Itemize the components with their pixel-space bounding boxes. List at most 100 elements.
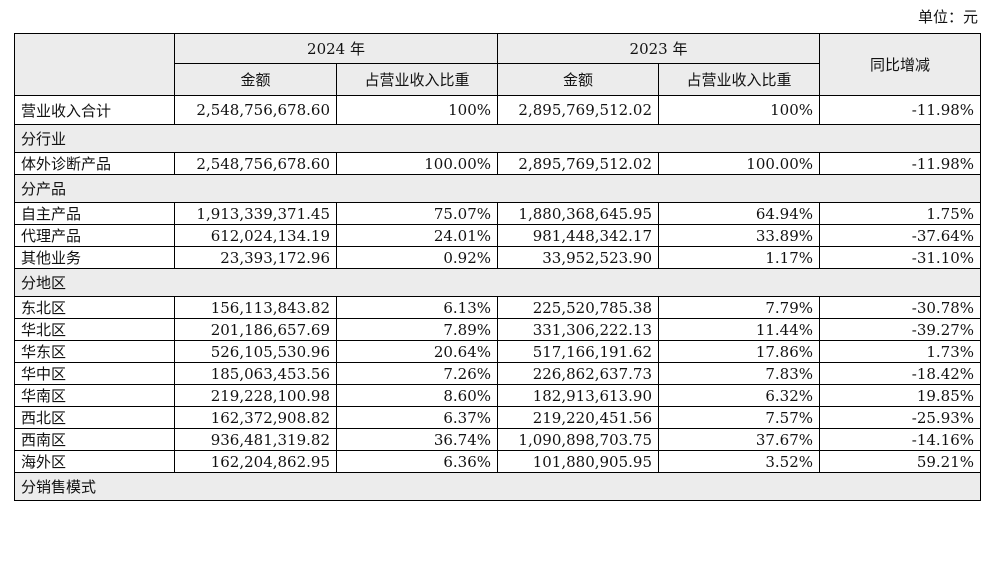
- yoy-cell: -14.16%: [819, 428, 982, 451]
- table-row: 西北区 162,372,908.82 6.37% 219,220,451.56 …: [14, 406, 982, 429]
- amount-2023-cell: 2,895,769,512.02: [497, 95, 660, 125]
- amount-2024-cell: 162,372,908.82: [174, 406, 337, 429]
- table-row: 其他业务 23,393,172.96 0.92% 33,952,523.90 1…: [14, 246, 982, 269]
- amount-2024-cell: 526,105,530.96: [174, 340, 337, 363]
- row-label: 西南区: [14, 428, 175, 451]
- amount-2024-cell: 936,481,319.82: [174, 428, 337, 451]
- row-label: 华中区: [14, 362, 175, 385]
- header-ratio-2023: 占营业收入比重: [658, 63, 821, 96]
- yoy-cell: 59.21%: [819, 450, 982, 473]
- row-label: 华南区: [14, 384, 175, 407]
- ratio-2023-cell: 100%: [658, 95, 821, 125]
- row-label: 华北区: [14, 318, 175, 341]
- header-corner-cell: [14, 33, 175, 96]
- table-row: 西南区 936,481,319.82 36.74% 1,090,898,703.…: [14, 428, 982, 451]
- amount-2023-cell: 1,880,368,645.95: [497, 202, 660, 225]
- row-label: 体外诊断产品: [14, 152, 175, 175]
- row-label: 营业收入合计: [14, 95, 175, 125]
- ratio-2024-cell: 100%: [335, 95, 499, 125]
- table-row: 华南区 219,228,100.98 8.60% 182,913,613.90 …: [14, 384, 982, 407]
- revenue-table: 2024 年 2023 年 同比增减 金额 占营业收入比重 金额 占营业收入比重…: [13, 33, 982, 501]
- ratio-2023-cell: 1.17%: [658, 246, 821, 269]
- section-label: 分行业: [13, 124, 982, 153]
- row-label: 代理产品: [14, 224, 175, 247]
- yoy-cell: -30.78%: [819, 296, 982, 319]
- amount-2024-cell: 612,024,134.19: [174, 224, 337, 247]
- table-row-total: 营业收入合计 2,548,756,678.60 100% 2,895,769,5…: [14, 95, 982, 125]
- row-label: 自主产品: [14, 202, 175, 225]
- ratio-2024-cell: 24.01%: [335, 224, 499, 247]
- ratio-2023-cell: 33.89%: [658, 224, 821, 247]
- amount-2023-cell: 101,880,905.95: [497, 450, 660, 473]
- ratio-2023-cell: 11.44%: [658, 318, 821, 341]
- table-row: 东北区 156,113,843.82 6.13% 225,520,785.38 …: [14, 296, 982, 319]
- table-row: 华北区 201,186,657.69 7.89% 331,306,222.13 …: [14, 318, 982, 341]
- amount-2023-cell: 219,220,451.56: [497, 406, 660, 429]
- row-label: 其他业务: [14, 246, 175, 269]
- amount-2024-cell: 201,186,657.69: [174, 318, 337, 341]
- yoy-cell: -31.10%: [819, 246, 982, 269]
- ratio-2024-cell: 36.74%: [335, 428, 499, 451]
- section-label: 分产品: [13, 174, 982, 203]
- yoy-cell: -39.27%: [819, 318, 982, 341]
- yoy-cell: -11.98%: [819, 95, 982, 125]
- ratio-2024-cell: 20.64%: [335, 340, 499, 363]
- section-label: 分销售模式: [13, 472, 982, 501]
- amount-2023-cell: 225,520,785.38: [497, 296, 660, 319]
- ratio-2024-cell: 6.36%: [335, 450, 499, 473]
- ratio-2023-cell: 7.83%: [658, 362, 821, 385]
- section-row-sales-model: 分销售模式: [13, 472, 982, 501]
- amount-2024-cell: 185,063,453.56: [174, 362, 337, 385]
- row-label: 海外区: [14, 450, 175, 473]
- yoy-cell: 19.85%: [819, 384, 982, 407]
- section-row-product: 分产品: [13, 174, 982, 203]
- header-ratio-2024: 占营业收入比重: [335, 63, 499, 96]
- amount-2024-cell: 23,393,172.96: [174, 246, 337, 269]
- ratio-2024-cell: 7.89%: [335, 318, 499, 341]
- header-amount-2023: 金额: [497, 63, 660, 96]
- amount-2024-cell: 2,548,756,678.60: [174, 152, 337, 175]
- amount-2024-cell: 1,913,339,371.45: [174, 202, 337, 225]
- unit-label: 单位：元: [917, 8, 978, 26]
- amount-2023-cell: 33,952,523.90: [497, 246, 660, 269]
- ratio-2023-cell: 100.00%: [658, 152, 821, 175]
- row-label: 华东区: [14, 340, 175, 363]
- amount-2024-cell: 156,113,843.82: [174, 296, 337, 319]
- ratio-2023-cell: 37.67%: [658, 428, 821, 451]
- table-row: 华东区 526,105,530.96 20.64% 517,166,191.62…: [14, 340, 982, 363]
- ratio-2024-cell: 6.37%: [335, 406, 499, 429]
- amount-2023-cell: 226,862,637.73: [497, 362, 660, 385]
- ratio-2024-cell: 8.60%: [335, 384, 499, 407]
- ratio-2024-cell: 75.07%: [335, 202, 499, 225]
- ratio-2023-cell: 7.57%: [658, 406, 821, 429]
- amount-2023-cell: 981,448,342.17: [497, 224, 660, 247]
- amount-2023-cell: 2,895,769,512.02: [497, 152, 660, 175]
- section-label: 分地区: [13, 268, 982, 297]
- ratio-2024-cell: 7.26%: [335, 362, 499, 385]
- amount-2024-cell: 162,204,862.95: [174, 450, 337, 473]
- table-row: 华中区 185,063,453.56 7.26% 226,862,637.73 …: [14, 362, 982, 385]
- yoy-cell: 1.75%: [819, 202, 982, 225]
- amount-2023-cell: 517,166,191.62: [497, 340, 660, 363]
- table-row: 体外诊断产品 2,548,756,678.60 100.00% 2,895,76…: [14, 152, 982, 175]
- ratio-2023-cell: 64.94%: [658, 202, 821, 225]
- ratio-2023-cell: 17.86%: [658, 340, 821, 363]
- ratio-2024-cell: 6.13%: [335, 296, 499, 319]
- table-row: 代理产品 612,024,134.19 24.01% 981,448,342.1…: [14, 224, 982, 247]
- yoy-cell: -11.98%: [819, 152, 982, 175]
- ratio-2024-cell: 100.00%: [335, 152, 499, 175]
- header-yoy: 同比增减: [819, 33, 982, 96]
- row-label: 西北区: [14, 406, 175, 429]
- yoy-cell: -18.42%: [819, 362, 982, 385]
- yoy-cell: 1.73%: [819, 340, 982, 363]
- ratio-2023-cell: 3.52%: [658, 450, 821, 473]
- amount-2024-cell: 2,548,756,678.60: [174, 95, 337, 125]
- amount-2023-cell: 331,306,222.13: [497, 318, 660, 341]
- amount-2024-cell: 219,228,100.98: [174, 384, 337, 407]
- table-row: 自主产品 1,913,339,371.45 75.07% 1,880,368,6…: [14, 202, 982, 225]
- amount-2023-cell: 1,090,898,703.75: [497, 428, 660, 451]
- row-label: 东北区: [14, 296, 175, 319]
- section-row-industry: 分行业: [13, 124, 982, 153]
- amount-2023-cell: 182,913,613.90: [497, 384, 660, 407]
- ratio-2023-cell: 6.32%: [658, 384, 821, 407]
